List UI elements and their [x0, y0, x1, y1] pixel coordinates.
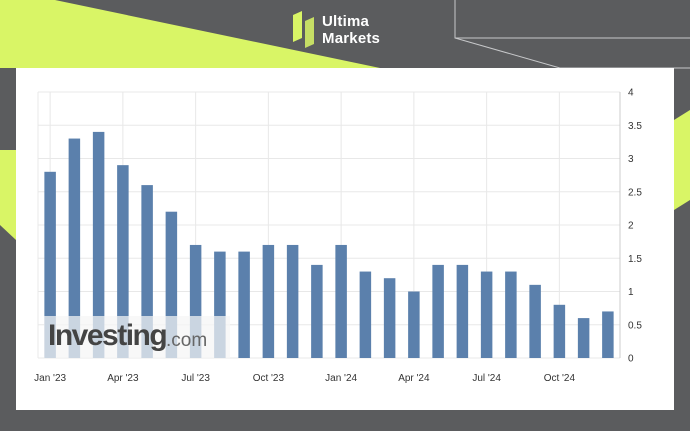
y-tick-label: 3.5	[628, 121, 642, 132]
bar	[359, 271, 372, 358]
bar	[480, 271, 493, 358]
bar	[456, 264, 469, 358]
accent-stripe-left-lower	[0, 150, 16, 240]
brand-name: Ultima Markets	[322, 13, 380, 47]
bars-layer	[44, 131, 614, 358]
bar	[529, 284, 541, 358]
bar	[262, 244, 275, 358]
y-tick-label: 2.5	[628, 187, 642, 198]
x-tick-label: Jul '23	[181, 373, 210, 384]
bar	[408, 291, 420, 358]
x-tick-label: Apr '23	[107, 373, 139, 384]
bar	[577, 318, 590, 358]
ultima-markets-logo-icon	[293, 11, 314, 48]
y-tick-label: 2	[628, 221, 634, 232]
bar	[286, 244, 299, 358]
y-tick-label: 0	[628, 354, 634, 365]
accent-stripe-left	[0, 0, 380, 68]
bar	[432, 264, 444, 358]
bar	[117, 165, 129, 358]
bar	[553, 304, 566, 358]
bar	[214, 251, 226, 358]
watermark-text: Investing	[48, 319, 168, 352]
bar	[238, 251, 250, 358]
bar	[335, 244, 347, 358]
y-axis-ticks: 0 0.5 1 1.5 2 2.5 3 3.5 4	[628, 88, 642, 365]
bar	[383, 278, 396, 358]
brand-name-line1: Ultima	[322, 13, 370, 30]
bar	[311, 264, 323, 358]
y-tick-label: 4	[628, 88, 634, 99]
bar	[505, 271, 517, 358]
y-tick-label: 0.5	[628, 320, 642, 331]
bar	[44, 171, 56, 358]
bar	[602, 311, 614, 358]
bar-chart: Jan '23 Apr '23 Jul '23 Oct '23 Jan '24 Apr '…	[34, 88, 642, 385]
brand-name-line2: Markets	[322, 30, 381, 47]
x-tick-label: Oct '24	[544, 373, 576, 384]
bar	[92, 131, 105, 358]
bar	[141, 185, 153, 358]
watermark-box	[44, 316, 230, 358]
y-tick-label: 1.5	[628, 254, 642, 265]
y-tick-label: 1	[628, 287, 634, 298]
bar	[189, 244, 202, 358]
bar	[68, 138, 81, 358]
accent-stripe-right	[674, 110, 690, 210]
x-axis-ticks: Jan '23 Apr '23 Jul '23 Oct '23 Jan '24 Apr '…	[34, 373, 575, 384]
x-tick-label: Jan '23	[34, 373, 66, 384]
bar	[165, 211, 178, 358]
watermark-suffix: .com	[166, 330, 208, 351]
x-tick-label: Jul '24	[472, 373, 501, 384]
y-tick-label: 3	[628, 154, 634, 165]
x-tick-label: Apr '24	[398, 373, 430, 384]
x-tick-label: Oct '23	[253, 373, 285, 384]
x-tick-label: Jan '24	[325, 373, 357, 384]
